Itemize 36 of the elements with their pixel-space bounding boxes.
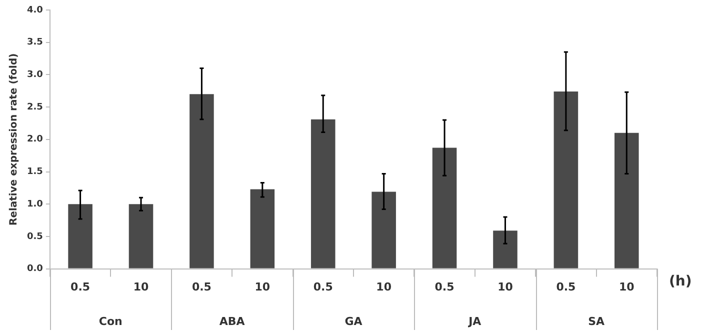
y-tick-label: 2.5 bbox=[26, 102, 43, 112]
bar bbox=[250, 189, 275, 268]
y-tick-label: 3.5 bbox=[26, 38, 43, 48]
bar bbox=[372, 192, 396, 268]
bar bbox=[554, 92, 578, 268]
text: (h) bbox=[669, 274, 692, 290]
text: ABA bbox=[219, 314, 246, 328]
x-tick-label: 10 bbox=[498, 280, 514, 294]
x-tick-label: 0.5 bbox=[192, 280, 212, 294]
y-tick-label: 1.0 bbox=[26, 199, 43, 210]
x-tick-label: 10 bbox=[133, 280, 149, 294]
y-tick-label: 0.5 bbox=[26, 232, 43, 242]
bar bbox=[432, 148, 457, 268]
x-tick-label: 0.5 bbox=[434, 280, 454, 294]
y-axis-title: Relative expression rate (fold) bbox=[8, 53, 20, 226]
text: GA bbox=[344, 314, 363, 328]
bar bbox=[68, 204, 92, 268]
x-tick-label: 10 bbox=[376, 280, 392, 294]
text: SA bbox=[588, 314, 605, 328]
y-tick-label: 1.5 bbox=[26, 167, 43, 178]
text: Con bbox=[98, 314, 122, 328]
bar bbox=[614, 132, 639, 268]
y-tick-label: 2.0 bbox=[26, 134, 43, 145]
x-tick-label: 0.5 bbox=[556, 280, 576, 294]
bar bbox=[190, 94, 214, 268]
x-tick-label: 10 bbox=[254, 280, 270, 294]
bar bbox=[493, 230, 518, 268]
bar bbox=[128, 204, 154, 268]
y-tick-label: 4.0 bbox=[26, 5, 43, 16]
y-tick-label: 0.0 bbox=[26, 264, 43, 274]
x-tick-label: 10 bbox=[618, 280, 635, 294]
text: JA bbox=[468, 314, 482, 328]
x-tick-label: 0.5 bbox=[70, 280, 90, 294]
x-tick-label: 0.5 bbox=[313, 280, 333, 294]
y-tick-label: 3.0 bbox=[26, 70, 43, 80]
bar bbox=[310, 119, 336, 268]
